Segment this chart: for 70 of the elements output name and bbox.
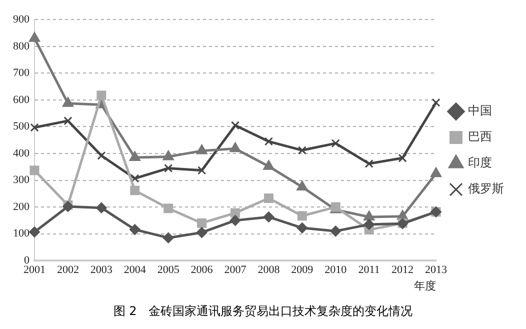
x-tick-label: 2005 <box>157 264 180 276</box>
point <box>196 226 208 238</box>
point <box>96 202 107 214</box>
point <box>129 151 141 162</box>
x-tick-label: 2010 <box>324 264 348 276</box>
point <box>230 121 240 130</box>
point <box>30 123 39 132</box>
point <box>296 222 308 234</box>
y-tick-label: 200 <box>13 200 30 213</box>
legend-label: 印度 <box>468 156 492 170</box>
text: 图 2 金砖国家通讯服务贸易出口技术复杂度的变化情况 <box>112 303 414 320</box>
point <box>164 164 173 172</box>
point <box>130 174 140 183</box>
legend-label: 中国 <box>468 104 492 118</box>
point <box>197 218 207 228</box>
point <box>298 146 306 155</box>
point <box>364 218 375 230</box>
point <box>196 144 208 154</box>
point <box>430 167 442 178</box>
point <box>296 180 308 190</box>
y-tick-label: 100 <box>13 228 30 240</box>
point <box>330 226 342 237</box>
y-tick-label: 0 <box>24 254 30 266</box>
x-tick-label: 2008 <box>258 264 280 276</box>
point <box>264 137 273 146</box>
point <box>364 159 374 168</box>
y-tick-label: 500 <box>13 120 30 133</box>
point <box>230 208 240 218</box>
point <box>230 142 241 152</box>
y-tick-label: 300 <box>13 174 30 186</box>
x-tick-label: 2011 <box>358 264 380 276</box>
point <box>62 96 74 107</box>
x-tick-label: 2012 <box>392 264 414 276</box>
y-tick-label: 900 <box>13 13 30 26</box>
point <box>263 211 274 222</box>
y-tick-label: 700 <box>13 67 30 80</box>
legend-label: 俄罗斯 <box>468 182 504 196</box>
point <box>331 139 340 148</box>
point <box>96 90 106 100</box>
point <box>162 150 174 160</box>
point <box>263 160 274 170</box>
point <box>97 151 106 160</box>
x-tick-label: 2002 <box>56 264 79 276</box>
legend-label: 巴西 <box>468 130 492 144</box>
point <box>264 193 274 203</box>
point <box>198 166 206 175</box>
point <box>129 224 140 236</box>
y-tick-label: 400 <box>13 147 30 160</box>
point <box>230 214 241 226</box>
x-tick-label: 2006 <box>190 264 214 276</box>
x-tick-label: 2001 <box>24 264 46 276</box>
x-tick-label: 2003 <box>90 264 113 276</box>
x-tick-label: 2013 <box>425 264 448 276</box>
point <box>297 211 307 221</box>
point <box>64 116 72 126</box>
x-tick-label: 2004 <box>124 264 146 276</box>
point <box>29 226 40 238</box>
y-tick-label: 800 <box>13 40 30 52</box>
point <box>432 98 440 107</box>
point <box>130 186 140 196</box>
point <box>398 154 407 162</box>
point <box>28 32 40 42</box>
x-tick-label: 2007 <box>224 264 247 276</box>
x-tick-label: 2009 <box>291 264 314 276</box>
y-tick-label: 600 <box>13 94 30 106</box>
x-axis-title: 年度 <box>414 279 436 292</box>
point <box>62 201 74 212</box>
point <box>162 232 174 244</box>
point <box>164 204 174 214</box>
point <box>30 166 40 176</box>
